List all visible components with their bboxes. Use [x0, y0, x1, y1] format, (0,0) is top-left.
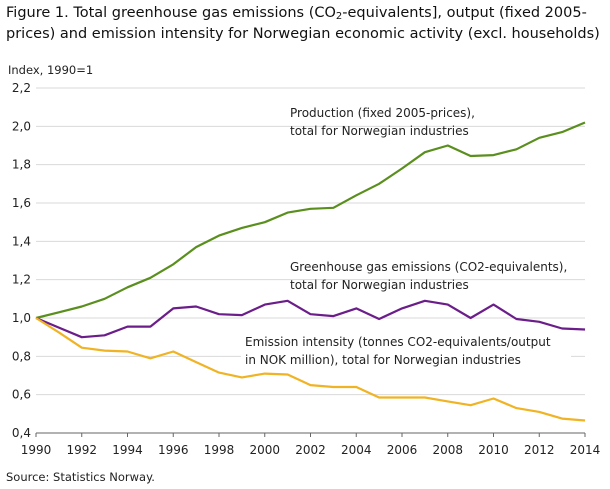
y-tick-label: 1,8 [12, 158, 31, 172]
x-tick-label: 1994 [112, 443, 143, 457]
y-tick-label: 0,6 [12, 388, 31, 402]
series-lines [35, 121, 586, 422]
source-note: Source: Statistics Norway. [6, 470, 155, 484]
annotation-background [241, 333, 571, 367]
annotation-line: total for Norwegian industries [290, 124, 469, 138]
x-tick-label: 1996 [158, 443, 189, 457]
x-tick-label: 2008 [432, 443, 463, 457]
y-tick-label: 2,2 [12, 81, 31, 95]
annotation-line: total for Norwegian industries [290, 278, 469, 292]
axes: 0,4 0,6 0,8 1,0 1,2 1,4 1,6 1,8 2,0 2,2 1990 1992 19… [12, 81, 600, 457]
annotation-line: Production (fixed 2005-prices), [290, 106, 475, 120]
x-tick-label: 2010 [478, 443, 509, 457]
y-tick-label: 1,6 [12, 196, 31, 210]
x-tick-label: 2006 [387, 443, 418, 457]
y-tick-label: 1,0 [12, 311, 31, 325]
y-axis-title: Index, 1990=1 [8, 63, 94, 77]
y-tick-label: 1,2 [12, 273, 31, 287]
y-tick-label: 1,4 [12, 234, 31, 248]
x-tick-label: 2012 [524, 443, 555, 457]
emissions-annotation: Greenhouse gas emissions (CO2-equivalent… [290, 260, 567, 292]
emissions-line [35, 299, 586, 339]
annotation-line: in NOK million), total for Norwegian ind… [245, 353, 521, 367]
x-tick-label: 2002 [295, 443, 326, 457]
annotation-line: Greenhouse gas emissions (CO2-equivalent… [290, 260, 567, 274]
production-annotation: Production (fixed 2005-prices), total for… [290, 106, 475, 138]
y-tick-label: 0,4 [12, 426, 31, 440]
intensity-line [35, 317, 586, 422]
x-tick-label: 2014 [570, 443, 601, 457]
x-tick-label: 2000 [249, 443, 280, 457]
annotation-line: Emission intensity (tonnes CO2-equivalen… [245, 335, 551, 349]
y-tick-label: 0,8 [12, 349, 31, 363]
production-line [35, 121, 586, 320]
x-tick-label: 1992 [66, 443, 97, 457]
series-annotations: Production (fixed 2005-prices), total for… [241, 106, 571, 367]
x-tick-label: 1990 [21, 443, 52, 457]
chart-title: Figure 1. Total greenhouse gas emissions… [6, 5, 600, 42]
y-tick-label: 2,0 [12, 119, 31, 133]
intensity-annotation: Emission intensity (tonnes CO2-equivalen… [241, 333, 571, 367]
x-tick-label: 2004 [341, 443, 372, 457]
x-tick-label: 1998 [204, 443, 235, 457]
